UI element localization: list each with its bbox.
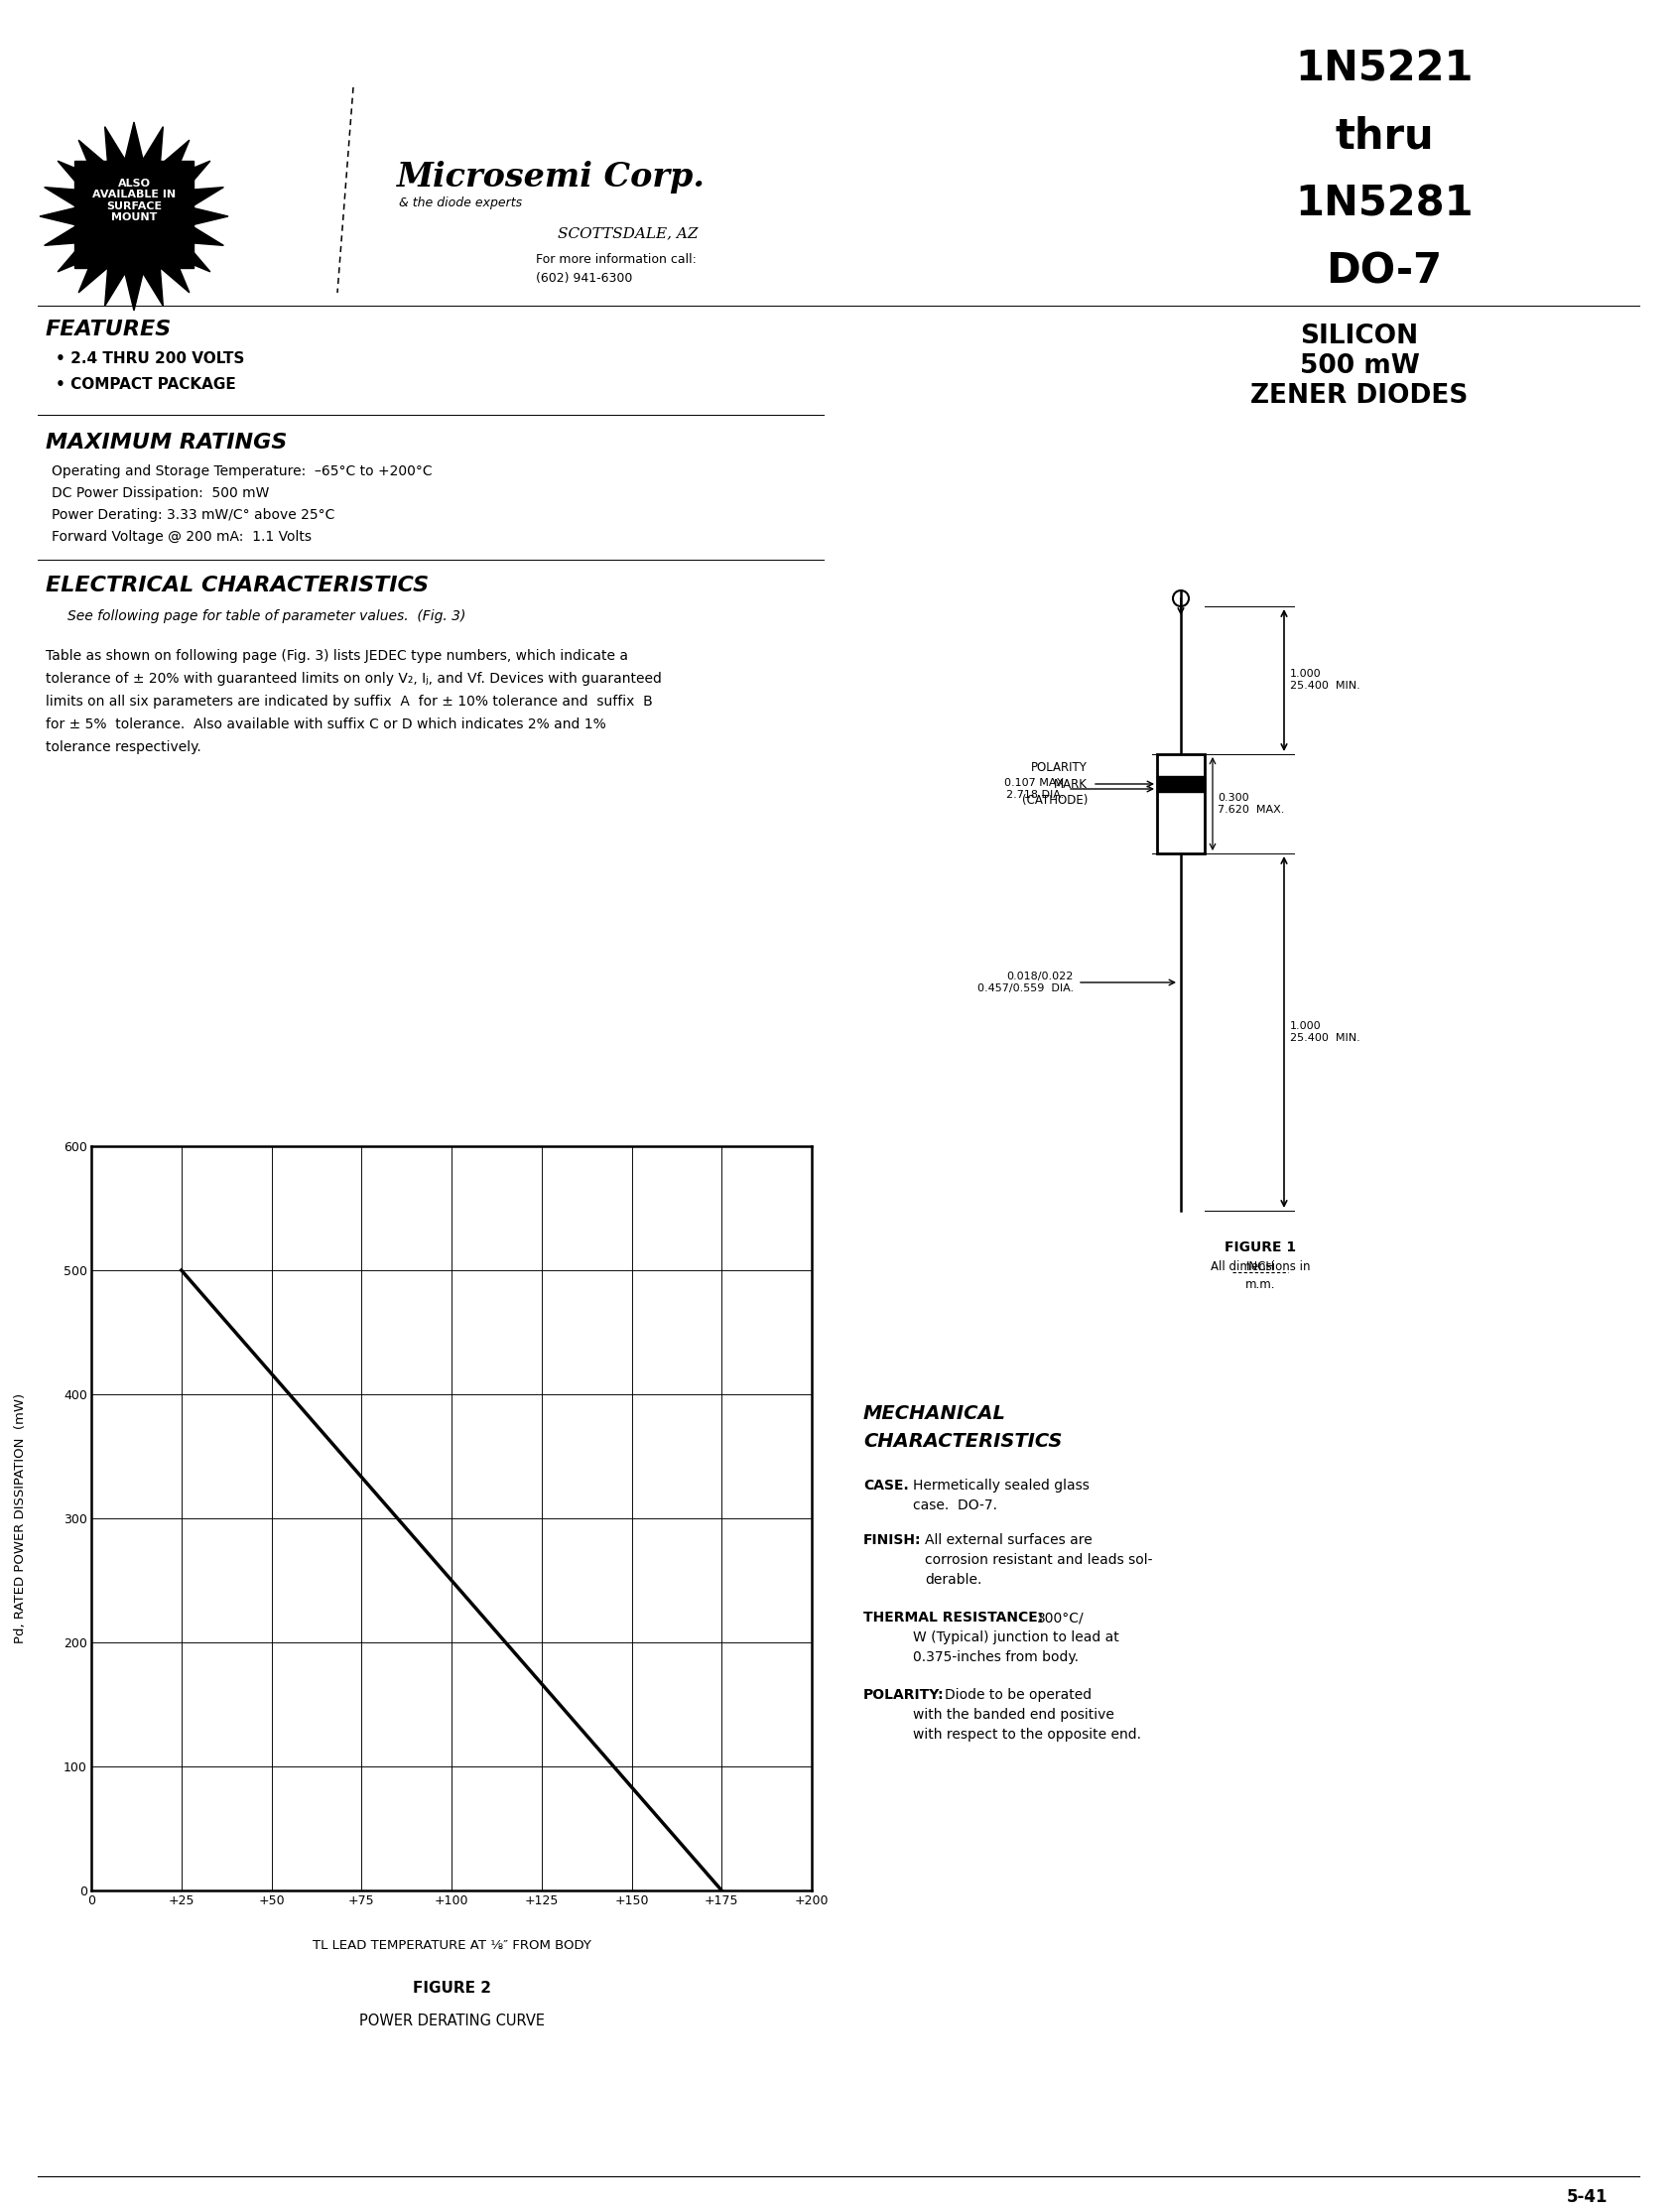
- Text: 1.000
25.400  MIN.: 1.000 25.400 MIN.: [1290, 668, 1361, 690]
- Text: ELECTRICAL CHARACTERISTICS: ELECTRICAL CHARACTERISTICS: [45, 575, 430, 595]
- Text: Power Derating: 3.33 mW/C° above 25°C: Power Derating: 3.33 mW/C° above 25°C: [52, 509, 336, 522]
- Text: Table as shown on following page (Fig. 3) lists JEDEC type numbers, which indica: Table as shown on following page (Fig. 3…: [45, 648, 628, 664]
- Text: All dimensions in: All dimensions in: [1210, 1261, 1311, 1274]
- Text: See following page for table of parameter values.  (Fig. 3): See following page for table of paramete…: [67, 608, 466, 624]
- Text: 0.300
7.620  MAX.: 0.300 7.620 MAX.: [1218, 792, 1284, 814]
- Text: Forward Voltage @ 200 mA:  1.1 Volts: Forward Voltage @ 200 mA: 1.1 Volts: [52, 531, 312, 544]
- Text: & the diode experts: & the diode experts: [399, 197, 522, 210]
- Text: with respect to the opposite end.: with respect to the opposite end.: [913, 1728, 1141, 1741]
- Text: m.m.: m.m.: [1245, 1279, 1275, 1292]
- Text: POWER DERATING CURVE: POWER DERATING CURVE: [359, 2013, 544, 2028]
- Text: MECHANICAL: MECHANICAL: [862, 1405, 1007, 1422]
- Text: 1.000
25.400  MIN.: 1.000 25.400 MIN.: [1290, 1022, 1361, 1044]
- Text: FIGURE 1: FIGURE 1: [1225, 1241, 1295, 1254]
- Text: ZENER DIODES: ZENER DIODES: [1250, 383, 1468, 409]
- Text: For more information call:: For more information call:: [535, 252, 696, 265]
- Text: 300°C/: 300°C/: [1037, 1610, 1084, 1624]
- Text: CASE.: CASE.: [862, 1478, 909, 1493]
- Text: 0.107 MAX
2.718 DIA.: 0.107 MAX 2.718 DIA.: [1003, 779, 1064, 801]
- Text: SCOTTSDALE, AZ: SCOTTSDALE, AZ: [557, 226, 698, 241]
- Text: MAXIMUM RATINGS: MAXIMUM RATINGS: [45, 434, 287, 453]
- Bar: [1158, 776, 1205, 792]
- Text: Hermetically sealed glass: Hermetically sealed glass: [913, 1478, 1089, 1493]
- Text: derable.: derable.: [925, 1573, 982, 1586]
- Text: tolerance of ± 20% with guaranteed limits on only V₂, Iⱼ, and Vf. Devices with g: tolerance of ± 20% with guaranteed limit…: [45, 672, 661, 686]
- Text: 1N5221: 1N5221: [1295, 49, 1473, 88]
- Bar: [74, 161, 193, 268]
- Text: 0.375-inches from body.: 0.375-inches from body.: [913, 1650, 1079, 1663]
- Text: SILICON: SILICON: [1300, 323, 1418, 349]
- Text: limits on all six parameters are indicated by suffix  A  for ± 10% tolerance and: limits on all six parameters are indicat…: [45, 695, 653, 708]
- Text: thru: thru: [1334, 115, 1433, 157]
- Text: 1N5281: 1N5281: [1295, 184, 1473, 223]
- Text: for ± 5%  tolerance.  Also available with suffix C or D which indicates 2% and 1: for ± 5% tolerance. Also available with …: [45, 717, 606, 732]
- Text: with the banded end positive: with the banded end positive: [913, 1708, 1114, 1721]
- Text: ALSO
AVAILABLE IN
SURFACE
MOUNT: ALSO AVAILABLE IN SURFACE MOUNT: [92, 179, 176, 221]
- Text: case.  DO-7.: case. DO-7.: [913, 1498, 997, 1513]
- Text: 5-41: 5-41: [1566, 2188, 1608, 2205]
- Text: FEATURES: FEATURES: [45, 319, 171, 338]
- Text: Operating and Storage Temperature:  –65°C to +200°C: Operating and Storage Temperature: –65°C…: [52, 465, 433, 478]
- Text: Pd, RATED POWER DISSIPATION  (mW): Pd, RATED POWER DISSIPATION (mW): [13, 1394, 27, 1644]
- Text: DC Power Dissipation:  500 mW: DC Power Dissipation: 500 mW: [52, 487, 268, 500]
- Text: • 2.4 THRU 200 VOLTS: • 2.4 THRU 200 VOLTS: [55, 352, 245, 367]
- Text: corrosion resistant and leads sol-: corrosion resistant and leads sol-: [925, 1553, 1153, 1566]
- Text: Diode to be operated: Diode to be operated: [945, 1688, 1092, 1701]
- Text: FINISH:: FINISH:: [862, 1533, 921, 1546]
- Text: tolerance respectively.: tolerance respectively.: [45, 741, 201, 754]
- Text: FIGURE 2: FIGURE 2: [413, 1980, 490, 1995]
- Text: W (Typical) junction to lead at: W (Typical) junction to lead at: [913, 1630, 1119, 1644]
- Text: TL LEAD TEMPERATURE AT ⅛″ FROM BODY: TL LEAD TEMPERATURE AT ⅛″ FROM BODY: [312, 1940, 591, 1953]
- Text: All external surfaces are: All external surfaces are: [925, 1533, 1092, 1546]
- Text: INCH: INCH: [1245, 1261, 1275, 1274]
- Text: Microsemi Corp.: Microsemi Corp.: [398, 161, 705, 192]
- Bar: [1158, 754, 1205, 854]
- Text: POLARITY
MARK
(CATHODE): POLARITY MARK (CATHODE): [1022, 761, 1087, 807]
- Text: DO-7: DO-7: [1326, 250, 1443, 292]
- Text: (602) 941-6300: (602) 941-6300: [535, 272, 633, 285]
- Text: CHARACTERISTICS: CHARACTERISTICS: [862, 1431, 1062, 1451]
- Polygon shape: [40, 122, 228, 310]
- Text: 0.018/0.022
0.457/0.559  DIA.: 0.018/0.022 0.457/0.559 DIA.: [977, 971, 1074, 993]
- Text: 500 mW: 500 mW: [1299, 354, 1420, 378]
- Text: THERMAL RESISTANCE:: THERMAL RESISTANCE:: [862, 1610, 1044, 1624]
- Text: • COMPACT PACKAGE: • COMPACT PACKAGE: [55, 376, 237, 392]
- Text: POLARITY:: POLARITY:: [862, 1688, 945, 1701]
